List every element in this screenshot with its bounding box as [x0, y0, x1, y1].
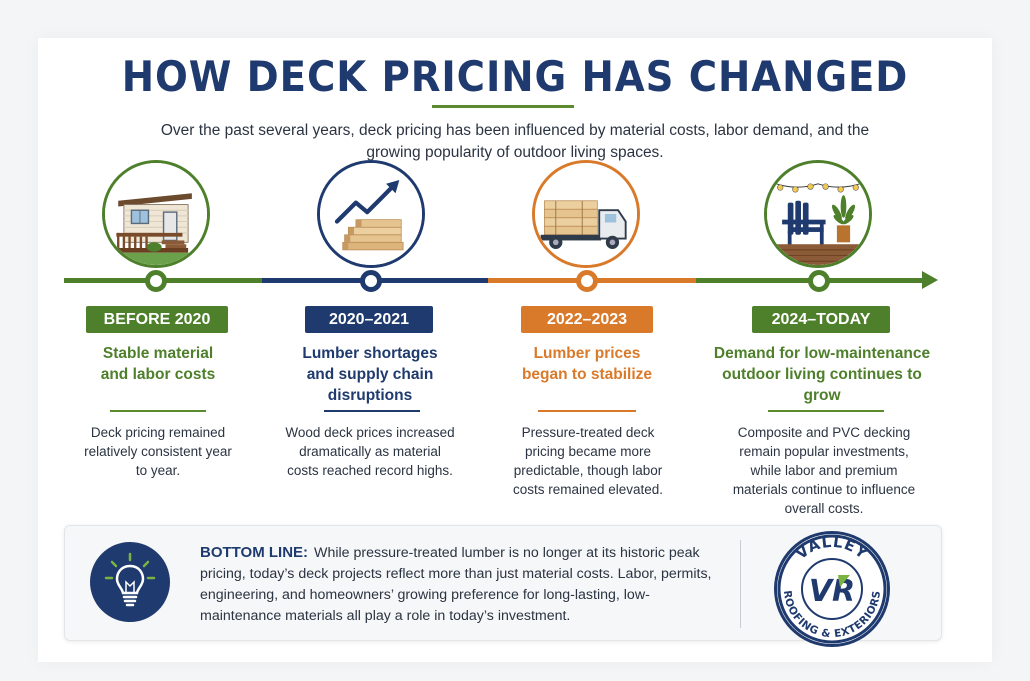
title-underline — [432, 105, 574, 108]
column-divider-4 — [768, 410, 884, 412]
period-body-3: Pressure-treated deck pricing became mor… — [512, 425, 664, 497]
period-heading-4: Demand for low-maintenance outdoor livin… — [713, 345, 931, 404]
house-deck-icon — [102, 160, 210, 268]
period-body-4: Composite and PVC decking remain popular… — [732, 425, 916, 516]
period-heading-3: Lumber prices began to stabilize — [521, 345, 653, 383]
patio-chair-icon — [764, 160, 872, 268]
period-badge-2024-today: 2024–TODAY — [752, 306, 890, 333]
logo-monogram: VR — [809, 574, 855, 609]
period-body-1: Deck pricing remained relatively consist… — [84, 425, 232, 478]
period-body-2: Wood deck prices increased dramatically … — [285, 425, 455, 478]
bottom-line-body: While pressure-treated lumber is no long… — [200, 545, 712, 624]
rising-price-lumber-icon — [317, 160, 425, 268]
panel-separator — [740, 540, 741, 628]
period-heading-1: Stable material and labor costs — [100, 345, 216, 383]
period-badge-2020-2021: 2020–2021 — [305, 306, 433, 333]
valley-roofing-logo: VALLEY ROOFING & EXTERIORS VR — [770, 527, 894, 651]
lumber-truck-icon — [532, 160, 640, 268]
lightbulb-icon — [90, 542, 170, 622]
period-badge-2022-2023: 2022–2023 — [521, 306, 653, 333]
bottom-line-text: BOTTOM LINE: While pressure-treated lumbe… — [200, 542, 720, 627]
column-divider-3 — [538, 410, 636, 412]
period-heading-2: Lumber shortages and supply chain disrup… — [302, 345, 438, 404]
period-badge-before-2020: BEFORE 2020 — [86, 306, 228, 333]
column-divider-1 — [110, 410, 206, 412]
page-title: HOW DECK PRICING HAS CHANGED — [121, 52, 909, 101]
subtitle: Over the past several years, deck pricin… — [160, 122, 870, 161]
bottom-line-label: BOTTOM LINE: — [200, 544, 309, 561]
column-divider-2 — [324, 410, 420, 412]
